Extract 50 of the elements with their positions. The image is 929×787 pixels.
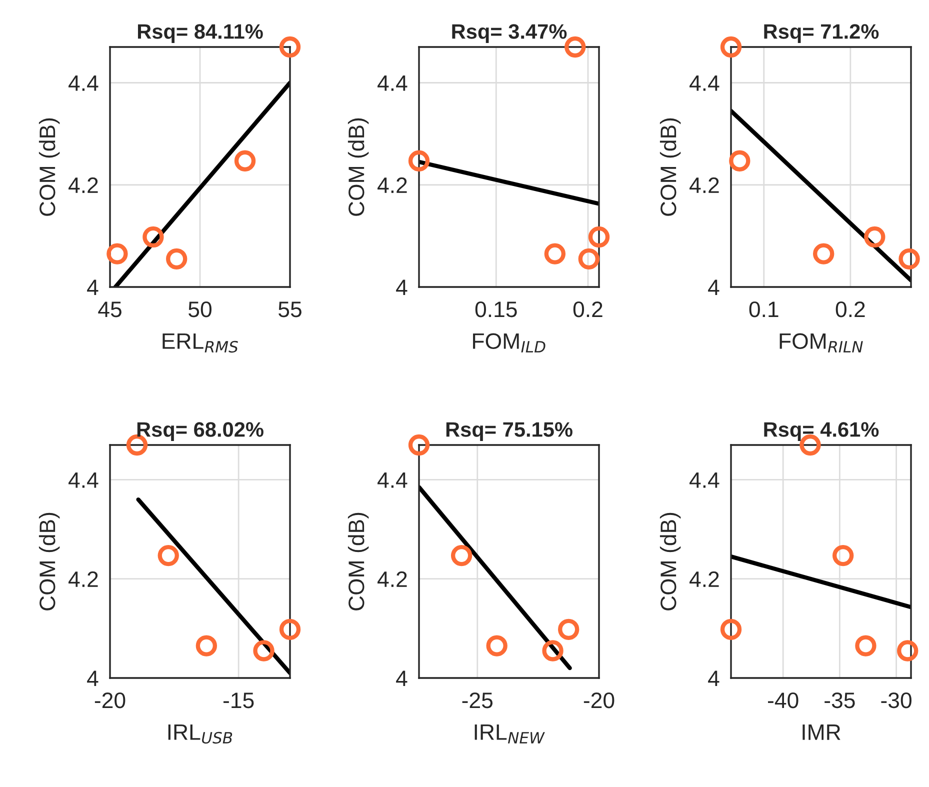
x-tick-label: 45 <box>98 302 122 318</box>
chart-title: Rsq= 84.11% <box>138 24 263 43</box>
chart-title: Rsq= 75.15% <box>446 422 572 441</box>
y-tick-label: 4.2 <box>378 177 407 193</box>
x-tick-label: 0.2 <box>836 301 865 318</box>
y-tick-label: 4.4 <box>690 76 720 91</box>
x-axis-title: ERL$_{RMS}$ <box>162 333 238 353</box>
x-tick-label: -20 <box>94 692 126 708</box>
x-tick-label: -20 <box>584 692 614 708</box>
y-tick-label: 4 <box>708 280 720 296</box>
x-axis-title: FOM$_{RILN}$ <box>780 333 863 352</box>
x-tick-label: 0.1 <box>749 301 778 318</box>
y-axis-title: COM (dB) <box>38 118 60 216</box>
y-tick-label: 4.2 <box>68 177 98 193</box>
chart-title: Rsq= 68.02% <box>137 422 264 441</box>
x-axis-title: IRL$_{USB}$ <box>168 724 232 744</box>
y-tick-label: 4.4 <box>68 472 98 488</box>
chart-title: Rsq= 71.2% <box>764 24 879 43</box>
y-axis-title: COM (dB) <box>660 512 681 610</box>
x-tick-label: -15 <box>224 692 254 708</box>
y-axis-title: COM (dB) <box>38 512 60 610</box>
y-tick-label: 4.4 <box>68 76 98 91</box>
y-tick-label: 4 <box>396 670 408 686</box>
x-tick-label: -40 <box>768 692 798 708</box>
y-tick-label: 4.2 <box>690 571 719 587</box>
x-tick-label: -30 <box>881 692 912 708</box>
chart-title: Rsq= 4.61% <box>764 422 879 441</box>
x-tick-label: -25 <box>462 692 493 708</box>
y-tick-label: 4.4 <box>378 76 408 91</box>
y-tick-label: 4.2 <box>690 177 719 193</box>
y-tick-label: 4.2 <box>378 571 407 587</box>
y-tick-label: 4 <box>708 670 720 686</box>
x-tick-label: 50 <box>188 301 212 318</box>
x-axis-title: FOM$_{ILD}$ <box>473 333 546 352</box>
y-axis-title: COM (dB) <box>660 118 681 216</box>
x-tick-label: 0.2 <box>573 301 602 318</box>
x-tick-label: 0.15 <box>475 301 517 318</box>
y-tick-label: 4.2 <box>68 571 98 587</box>
x-axis-title: IMR <box>802 724 840 740</box>
x-axis-title: IRL$_{NEW}$ <box>474 724 545 744</box>
y-tick-label: 4 <box>396 280 408 296</box>
y-tick-label: 4 <box>87 670 98 686</box>
y-tick-label: 4.4 <box>378 472 408 488</box>
chart-title: Rsq= 3.47% <box>452 24 567 43</box>
x-tick-label: -35 <box>824 692 855 708</box>
y-axis-title: COM (dB) <box>348 512 369 610</box>
x-tick-label: 55 <box>278 302 302 318</box>
y-tick-label: 4.4 <box>690 472 720 488</box>
y-tick-label: 4 <box>87 280 98 296</box>
y-axis-title: COM (dB) <box>348 118 369 216</box>
